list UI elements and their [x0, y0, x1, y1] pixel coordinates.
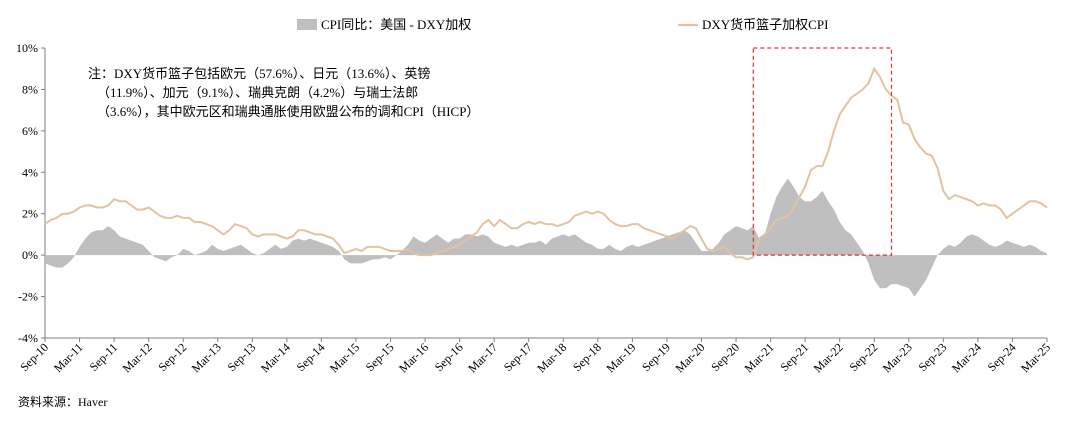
- x-tick-label: Sep-22: [846, 340, 880, 374]
- x-tick-label: Mar-13: [189, 340, 224, 375]
- x-tick-label: Mar-20: [672, 340, 707, 375]
- note-line: 注：DXY货币篮子包括欧元（57.6%）、日元（13.6%）、英镑: [88, 66, 430, 81]
- legend-label-line: DXY货币篮子加权CPI: [702, 17, 828, 32]
- note-line: （11.9%）、加元（9.1%）、瑞典克朗（4.2%）与瑞士法郎: [97, 85, 418, 100]
- y-tick-label: 6%: [22, 124, 38, 138]
- note-line: （3.6%），其中欧元区和瑞典通胀使用欧盟公布的调和CPI（HICP）: [97, 104, 479, 119]
- x-tick-label: Sep-16: [432, 340, 466, 374]
- x-tick-label: Mar-23: [880, 340, 915, 375]
- x-tick-label: Mar-18: [534, 340, 569, 375]
- x-tick-label: Sep-12: [155, 340, 189, 374]
- y-tick-label: 4%: [22, 165, 38, 179]
- x-tick-label: Sep-15: [363, 340, 397, 374]
- legend-label-area: CPI同比：美国 - DXY加权: [321, 17, 471, 32]
- line-series-dxy-basket-cpi: [44, 66, 1048, 261]
- y-tick-label: 0%: [22, 248, 38, 262]
- legend-swatch-area: [297, 19, 317, 30]
- x-tick-label: Sep-18: [570, 340, 604, 374]
- highlight-box: [752, 47, 893, 256]
- x-tick-label: Mar-22: [811, 340, 846, 375]
- legend-item-line: DXY货币篮子加权CPI: [678, 17, 828, 32]
- x-tick-label: Mar-25: [1018, 340, 1053, 375]
- x-tick-label: Sep-24: [985, 340, 1019, 374]
- x-tick-label: Mar-12: [120, 340, 155, 375]
- y-tick-label: 10%: [16, 41, 38, 55]
- y-tick-label: -2%: [18, 290, 38, 304]
- legend-item-area: CPI同比：美国 - DXY加权: [297, 17, 471, 32]
- x-tick-label: Mar-17: [465, 340, 500, 375]
- x-tick-label: Sep-21: [777, 340, 811, 374]
- x-tick-label: Mar-21: [742, 340, 777, 375]
- x-tick-label: Sep-19: [639, 340, 673, 374]
- x-tick-label: Mar-24: [949, 340, 984, 375]
- x-tick-label: Sep-10: [17, 340, 51, 374]
- y-tick-label: 2%: [22, 207, 38, 221]
- x-tick-label: Sep-13: [224, 340, 258, 374]
- area-series-us-minus-dxy: [45, 178, 1047, 297]
- x-tick-label: Sep-20: [708, 340, 742, 374]
- x-tick-label: Mar-19: [603, 340, 638, 375]
- x-tick-label: Sep-17: [501, 340, 535, 374]
- x-tick-label: Mar-14: [258, 340, 293, 375]
- y-tick-label: 8%: [22, 82, 38, 96]
- x-tick-label: Mar-15: [327, 340, 362, 375]
- x-tick-label: Sep-23: [916, 340, 950, 374]
- x-tick-label: Mar-16: [396, 340, 431, 375]
- x-tick-label: Sep-14: [294, 340, 328, 374]
- y-tick-label: -4%: [18, 331, 38, 345]
- x-tick-label: Mar-11: [51, 340, 86, 375]
- source-note: 资料来源：Haver: [18, 395, 108, 409]
- x-tick-label: Sep-11: [87, 340, 121, 374]
